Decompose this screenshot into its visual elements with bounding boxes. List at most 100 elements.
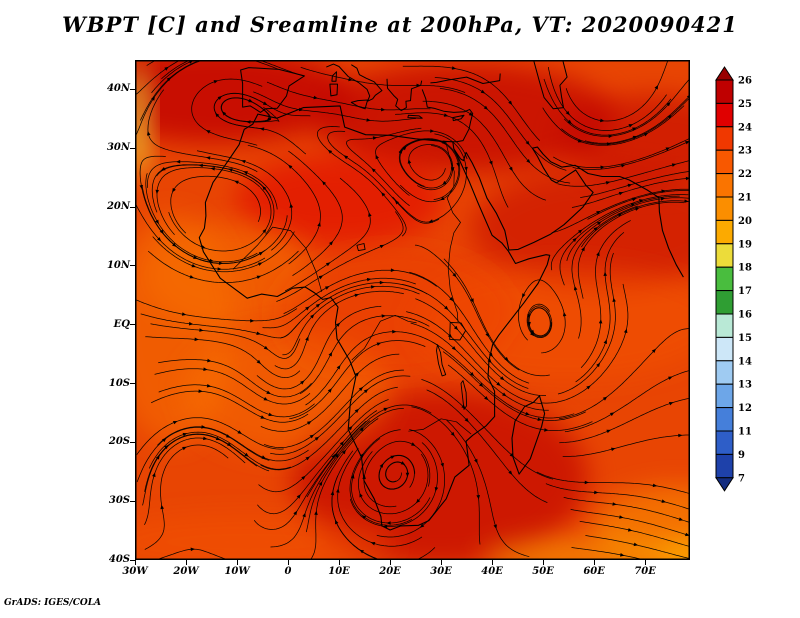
streamline-arrowhead bbox=[621, 164, 626, 168]
colorbar-tick-label: 12 bbox=[738, 403, 752, 414]
streamline-arrowhead bbox=[172, 187, 176, 193]
streamline bbox=[557, 160, 690, 187]
colorbar-segment bbox=[715, 243, 734, 268]
streamline-arrowhead bbox=[504, 356, 509, 362]
streamline-arrowhead bbox=[341, 449, 346, 455]
streamline bbox=[587, 190, 690, 220]
colorbar-segment bbox=[715, 102, 734, 128]
streamline bbox=[146, 60, 157, 66]
streamline-arrowhead bbox=[430, 129, 435, 133]
colorbar-segment bbox=[715, 219, 734, 245]
colorbar-segment bbox=[715, 360, 734, 385]
streamline-arrowhead bbox=[359, 492, 363, 498]
streamline-arrowhead bbox=[164, 444, 169, 450]
streamline-arrowhead bbox=[526, 159, 531, 164]
x-tick-mark bbox=[440, 560, 442, 565]
streamline-arrowhead bbox=[343, 155, 349, 160]
colorbar-segment bbox=[715, 453, 734, 479]
streamline-arrowhead bbox=[305, 456, 310, 461]
streamline bbox=[283, 269, 437, 315]
colorbar-segment bbox=[715, 126, 734, 151]
x-tick-label: 40E bbox=[481, 566, 503, 577]
streamline-arrowhead bbox=[661, 189, 666, 193]
streamline bbox=[274, 290, 404, 370]
streamline-arrowhead bbox=[359, 427, 364, 432]
colorbar-arrow-top bbox=[715, 66, 734, 81]
y-tick-mark bbox=[130, 265, 135, 267]
streamline-arrowhead bbox=[383, 524, 388, 529]
streamline-arrowhead bbox=[479, 382, 484, 387]
streamline bbox=[581, 200, 690, 248]
streamline-arrowhead bbox=[671, 163, 677, 167]
streamline-arrowhead bbox=[201, 425, 206, 429]
streamline-arrowhead bbox=[381, 314, 386, 318]
colorbar-segment bbox=[715, 430, 734, 455]
streamline bbox=[395, 112, 509, 208]
streamline bbox=[563, 497, 690, 523]
streamline bbox=[289, 340, 426, 420]
streamline-arrowhead bbox=[684, 199, 689, 203]
streamline bbox=[154, 368, 311, 405]
streamline-arrowhead bbox=[632, 197, 637, 202]
streamline-arrowhead bbox=[572, 237, 577, 242]
streamline-arrowhead bbox=[318, 481, 323, 486]
streamline-arrowhead bbox=[402, 146, 407, 151]
streamline-arrowhead bbox=[544, 428, 549, 432]
streamline-arrowhead bbox=[411, 442, 416, 446]
streamline bbox=[358, 451, 429, 515]
streamline bbox=[144, 437, 246, 525]
streamline bbox=[299, 315, 430, 395]
streamline-arrowhead bbox=[630, 203, 636, 207]
streamline-arrowhead bbox=[188, 321, 194, 326]
y-tick-label: 10S bbox=[108, 377, 130, 389]
streamline-arrowhead bbox=[359, 549, 364, 554]
streamline-arrowhead bbox=[666, 102, 671, 107]
colorbar-segment bbox=[715, 290, 734, 315]
streamline bbox=[157, 426, 309, 462]
streamline-arrowhead bbox=[371, 168, 376, 173]
streamline-arrowhead bbox=[166, 77, 171, 82]
streamline-arrowhead bbox=[600, 165, 605, 170]
streamline-arrowhead bbox=[354, 408, 359, 413]
streamline bbox=[376, 429, 445, 538]
streamline bbox=[410, 322, 549, 411]
streamline-arrowhead bbox=[313, 95, 318, 100]
colorbar-segment bbox=[715, 336, 734, 362]
streamline-arrowhead bbox=[331, 454, 336, 459]
streamline bbox=[565, 60, 669, 122]
x-tick-mark bbox=[185, 560, 187, 565]
streamline-arrowhead bbox=[502, 392, 507, 397]
streamline-arrowhead bbox=[476, 495, 480, 500]
streamline bbox=[351, 438, 431, 524]
streamline-arrowhead bbox=[643, 133, 649, 137]
streamline-arrowhead bbox=[487, 358, 492, 363]
field-patch bbox=[482, 537, 690, 560]
streamline bbox=[135, 299, 298, 322]
streamline-arrowhead bbox=[262, 101, 268, 106]
streamline-arrowhead bbox=[383, 407, 388, 412]
streamline-arrowhead bbox=[525, 411, 530, 416]
streamline-arrowhead bbox=[496, 381, 501, 386]
streamline bbox=[139, 60, 278, 121]
streamline bbox=[305, 331, 439, 406]
streamline-arrowhead bbox=[594, 490, 599, 495]
streamline-arrowhead bbox=[354, 293, 359, 298]
streamline bbox=[158, 359, 312, 398]
lake-chad bbox=[356, 243, 366, 252]
streamline bbox=[144, 433, 270, 492]
streamline-arrowhead bbox=[668, 402, 674, 406]
streamline-arrowhead bbox=[464, 417, 469, 423]
y-tick-label: 10N bbox=[106, 259, 130, 271]
streamline-arrowhead bbox=[213, 80, 219, 84]
streamline-arrowhead bbox=[565, 110, 570, 116]
x-tick-mark bbox=[389, 560, 391, 565]
streamline-arrowhead bbox=[160, 504, 164, 510]
streamline bbox=[577, 201, 685, 299]
streamline-arrowhead bbox=[488, 352, 493, 357]
streamline bbox=[528, 307, 551, 337]
streamline bbox=[432, 341, 575, 419]
streamline-arrowhead bbox=[606, 429, 611, 434]
streamline bbox=[349, 442, 438, 527]
streamline-arrowhead bbox=[348, 77, 353, 82]
streamline-arrowhead bbox=[266, 117, 271, 122]
